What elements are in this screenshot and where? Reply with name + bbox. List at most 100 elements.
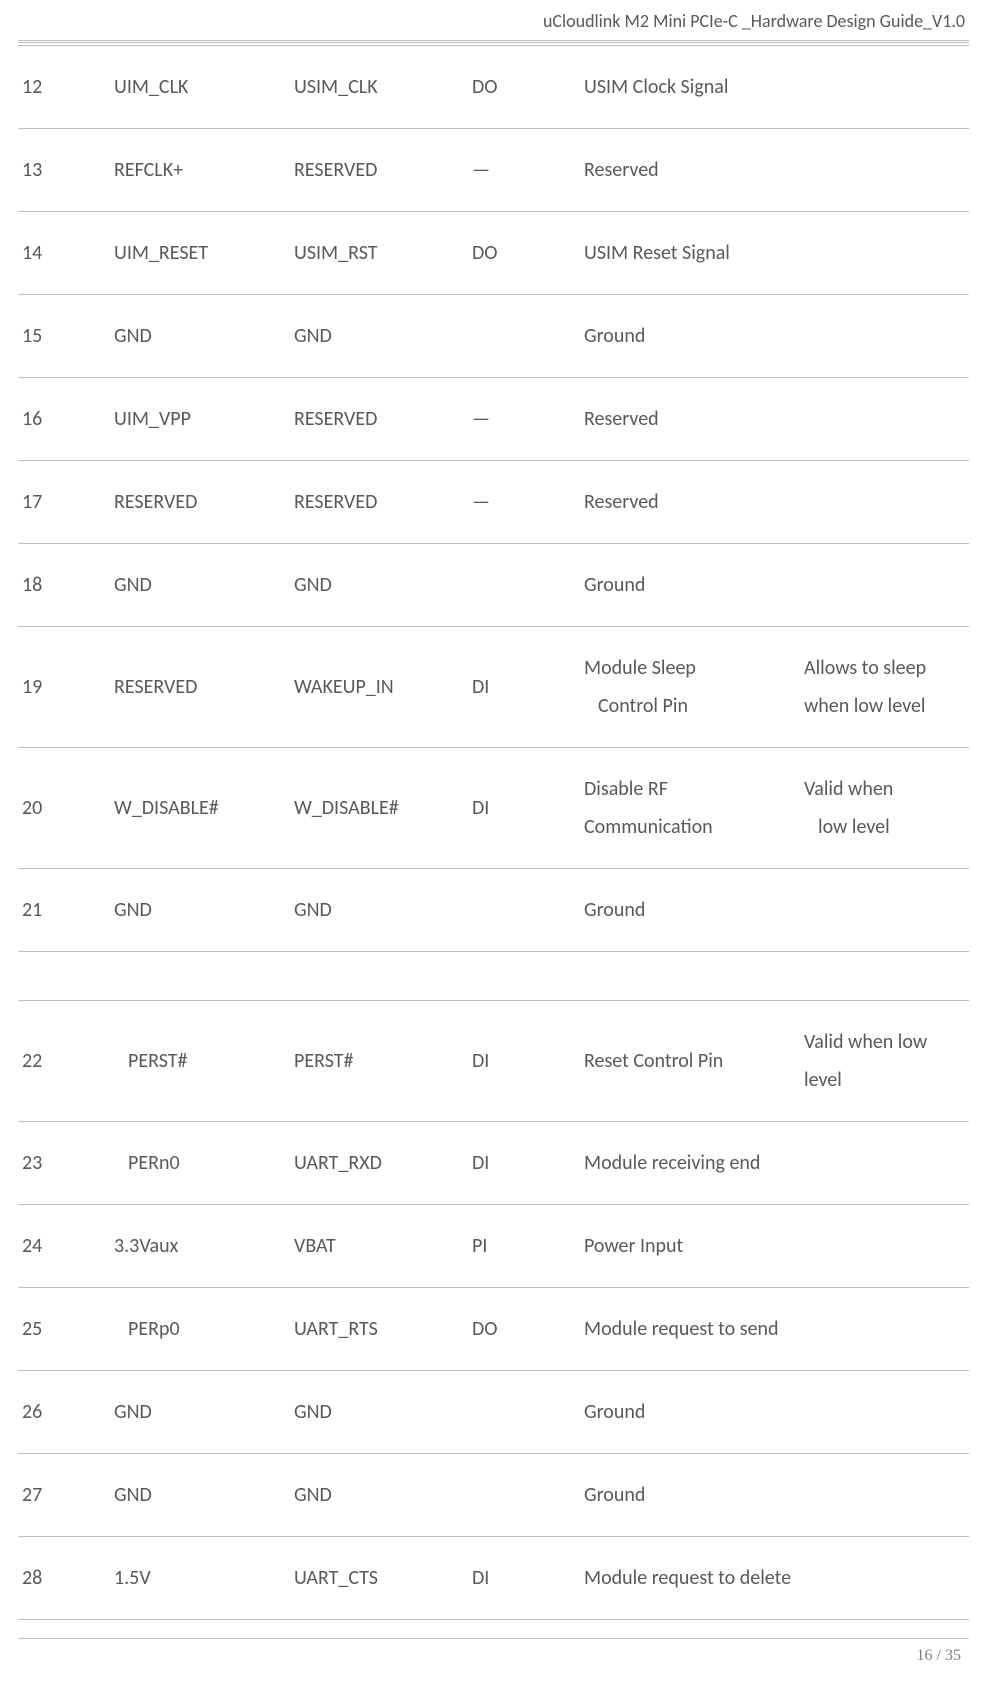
cell-note	[804, 212, 969, 295]
table-row: 20W_DISABLE#W_DISABLE#DIDisable RF Commu…	[18, 748, 969, 869]
cell-module-name: GND	[294, 1454, 472, 1537]
cell-module-name: USIM_RST	[294, 212, 472, 295]
cell-description: Ground	[584, 1371, 804, 1454]
table-row: 12UIM_CLKUSIM_CLKDOUSIM Clock Signal	[18, 46, 969, 129]
cell-std-name: GND	[114, 1371, 294, 1454]
cell-io: —	[472, 129, 584, 212]
cell-io: DO	[472, 46, 584, 129]
cell-std-name: GND	[114, 1454, 294, 1537]
cell-note	[804, 1537, 969, 1620]
cell-description: Reserved	[584, 129, 804, 212]
cell-pin: 19	[18, 627, 114, 748]
cell-module-name: UART_CTS	[294, 1537, 472, 1620]
cell-io: —	[472, 461, 584, 544]
cell-note: Allows to sleep when low level	[804, 627, 969, 748]
cell-note	[804, 1371, 969, 1454]
cell-description: Ground	[584, 1454, 804, 1537]
cell-module-name: VBAT	[294, 1205, 472, 1288]
cell-std-name: GND	[114, 869, 294, 952]
pin-table-section-1: 12UIM_CLKUSIM_CLKDOUSIM Clock Signal13RE…	[18, 46, 969, 952]
cell-description: Module SleepControl Pin	[584, 627, 804, 748]
cell-io: DI	[472, 1537, 584, 1620]
cell-description: Ground	[584, 869, 804, 952]
pin-table-continued: 22PERST#PERST#DIReset Control PinValid w…	[18, 1000, 969, 1620]
cell-std-name: UIM_RESET	[114, 212, 294, 295]
cell-io	[472, 544, 584, 627]
cell-std-name: REFCLK+	[114, 129, 294, 212]
header-title: uCloudlink M2 Mini PCIe-C _Hardware Desi…	[543, 10, 965, 32]
cell-note	[804, 129, 969, 212]
cell-io	[472, 869, 584, 952]
cell-note	[804, 1122, 969, 1205]
cell-std-name: RESERVED	[114, 627, 294, 748]
cell-description: Module request to delete	[584, 1537, 804, 1620]
cell-io: DI	[472, 627, 584, 748]
cell-std-name: 3.3Vaux	[114, 1205, 294, 1288]
cell-pin: 28	[18, 1537, 114, 1620]
cell-pin: 26	[18, 1371, 114, 1454]
cell-description: Module request to send	[584, 1288, 804, 1371]
cell-note	[804, 1288, 969, 1371]
cell-io: DI	[472, 1122, 584, 1205]
cell-pin: 24	[18, 1205, 114, 1288]
cell-description: Reserved	[584, 378, 804, 461]
cell-std-name: PERST#	[114, 1001, 294, 1122]
cell-std-name: PERp0	[114, 1288, 294, 1371]
cell-module-name: UART_RXD	[294, 1122, 472, 1205]
table-row: 15GNDGNDGround	[18, 295, 969, 378]
cell-std-name: 1.5V	[114, 1537, 294, 1620]
cell-module-name: USIM_CLK	[294, 46, 472, 129]
cell-note: Valid whenlow level	[804, 748, 969, 869]
page-header: uCloudlink M2 Mini PCIe-C _Hardware Desi…	[18, 0, 969, 40]
cell-description: Reset Control Pin	[584, 1001, 804, 1122]
cell-pin: 27	[18, 1454, 114, 1537]
cell-module-name: WAKEUP_IN	[294, 627, 472, 748]
table-row: 25PERp0UART_RTSDOModule request to send	[18, 1288, 969, 1371]
cell-module-name: GND	[294, 869, 472, 952]
cell-io	[472, 295, 584, 378]
cell-module-name: UART_RTS	[294, 1288, 472, 1371]
cell-pin: 12	[18, 46, 114, 129]
cell-description: Reserved	[584, 461, 804, 544]
cell-io	[472, 1454, 584, 1537]
cell-note	[804, 1205, 969, 1288]
table-row: 16UIM_VPPRESERVED—Reserved	[18, 378, 969, 461]
page-number: 16 / 35	[18, 1639, 969, 1683]
table-row: 22PERST#PERST#DIReset Control PinValid w…	[18, 1001, 969, 1122]
pin-table-section-2: 22PERST#PERST#DIReset Control PinValid w…	[18, 1001, 969, 1620]
cell-std-name: PERn0	[114, 1122, 294, 1205]
cell-std-name: GND	[114, 295, 294, 378]
cell-io: DO	[472, 212, 584, 295]
cell-pin: 16	[18, 378, 114, 461]
cell-module-name: W_DISABLE#	[294, 748, 472, 869]
cell-io: DI	[472, 1001, 584, 1122]
table-row: 26GNDGNDGround	[18, 1371, 969, 1454]
cell-std-name: RESERVED	[114, 461, 294, 544]
cell-description: USIM Clock Signal	[584, 46, 804, 129]
cell-description: Module receiving end	[584, 1122, 804, 1205]
cell-module-name: RESERVED	[294, 129, 472, 212]
header-double-rule	[18, 40, 969, 43]
cell-description: Ground	[584, 544, 804, 627]
cell-description: Power Input	[584, 1205, 804, 1288]
cell-description: Ground	[584, 295, 804, 378]
table-row: 14UIM_RESETUSIM_RSTDOUSIM Reset Signal	[18, 212, 969, 295]
cell-description: Disable RF Communication	[584, 748, 804, 869]
cell-pin: 14	[18, 212, 114, 295]
table-row: 19RESERVEDWAKEUP_INDIModule SleepControl…	[18, 627, 969, 748]
table-row: 17RESERVEDRESERVED—Reserved	[18, 461, 969, 544]
cell-module-name: GND	[294, 544, 472, 627]
cell-description: USIM Reset Signal	[584, 212, 804, 295]
cell-note: Valid when low level	[804, 1001, 969, 1122]
cell-note	[804, 544, 969, 627]
cell-module-name: GND	[294, 295, 472, 378]
cell-io: PI	[472, 1205, 584, 1288]
cell-note	[804, 1454, 969, 1537]
cell-std-name: UIM_CLK	[114, 46, 294, 129]
table-row: 281.5VUART_CTSDIModule request to delete	[18, 1537, 969, 1620]
cell-std-name: UIM_VPP	[114, 378, 294, 461]
cell-module-name: RESERVED	[294, 461, 472, 544]
table-row: 18GNDGNDGround	[18, 544, 969, 627]
cell-std-name: GND	[114, 544, 294, 627]
cell-note	[804, 46, 969, 129]
